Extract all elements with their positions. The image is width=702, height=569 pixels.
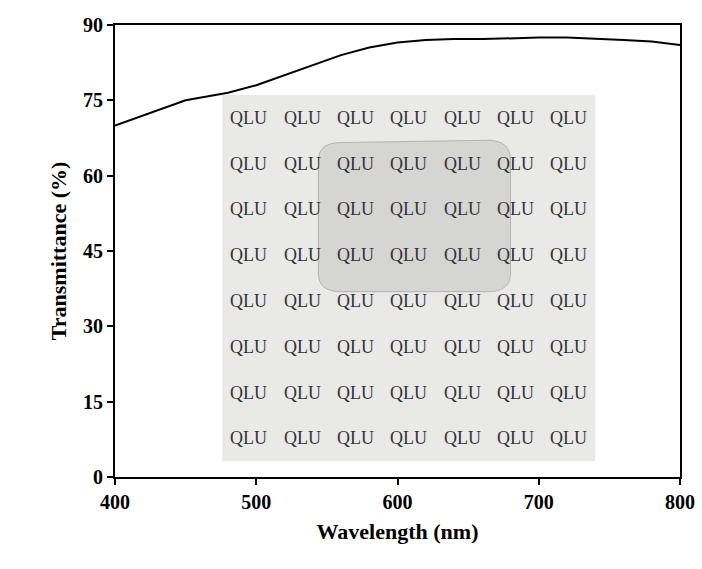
svg-text:700: 700 (524, 491, 554, 513)
svg-text:QLU: QLU (444, 337, 481, 357)
svg-text:QLU: QLU (337, 428, 374, 448)
svg-text:QLU: QLU (284, 383, 321, 403)
svg-text:QLU: QLU (284, 291, 321, 311)
svg-text:QLU: QLU (284, 428, 321, 448)
svg-text:75: 75 (83, 89, 103, 111)
svg-text:45: 45 (83, 240, 103, 262)
svg-text:QLU: QLU (497, 108, 534, 128)
svg-text:QLU: QLU (337, 108, 374, 128)
svg-text:QLU: QLU (337, 154, 374, 174)
svg-text:30: 30 (83, 315, 103, 337)
svg-text:QLU: QLU (390, 199, 427, 219)
svg-text:500: 500 (241, 491, 271, 513)
svg-text:QLU: QLU (284, 199, 321, 219)
svg-text:QLU: QLU (230, 199, 267, 219)
svg-text:QLU: QLU (390, 428, 427, 448)
svg-text:QLU: QLU (497, 245, 534, 265)
svg-text:90: 90 (83, 14, 103, 36)
svg-text:QLU: QLU (337, 337, 374, 357)
svg-text:Transmittance (%): Transmittance (%) (46, 162, 71, 341)
svg-text:400: 400 (100, 491, 130, 513)
svg-text:QLU: QLU (497, 199, 534, 219)
svg-text:15: 15 (83, 391, 103, 413)
svg-text:QLU: QLU (390, 383, 427, 403)
svg-text:QLU: QLU (550, 199, 587, 219)
svg-text:QLU: QLU (497, 291, 534, 311)
svg-text:QLU: QLU (497, 154, 534, 174)
svg-text:QLU: QLU (550, 245, 587, 265)
svg-text:QLU: QLU (390, 291, 427, 311)
svg-text:QLU: QLU (390, 337, 427, 357)
svg-text:QLU: QLU (550, 291, 587, 311)
svg-text:QLU: QLU (230, 154, 267, 174)
svg-text:QLU: QLU (337, 291, 374, 311)
svg-text:QLU: QLU (337, 245, 374, 265)
svg-text:QLU: QLU (444, 383, 481, 403)
svg-text:QLU: QLU (337, 383, 374, 403)
svg-text:QLU: QLU (444, 199, 481, 219)
svg-text:0: 0 (93, 466, 103, 488)
svg-text:QLU: QLU (497, 383, 534, 403)
svg-text:QLU: QLU (284, 245, 321, 265)
svg-text:QLU: QLU (444, 154, 481, 174)
svg-text:QLU: QLU (230, 337, 267, 357)
svg-text:QLU: QLU (444, 245, 481, 265)
svg-text:60: 60 (83, 165, 103, 187)
svg-text:QLU: QLU (444, 291, 481, 311)
svg-text:QLU: QLU (390, 245, 427, 265)
svg-text:QLU: QLU (390, 108, 427, 128)
svg-text:QLU: QLU (444, 428, 481, 448)
svg-text:QLU: QLU (337, 199, 374, 219)
svg-text:QLU: QLU (284, 154, 321, 174)
svg-text:QLU: QLU (230, 108, 267, 128)
svg-text:QLU: QLU (550, 337, 587, 357)
svg-text:Wavelength (nm): Wavelength (nm) (317, 519, 479, 544)
svg-text:QLU: QLU (284, 337, 321, 357)
svg-text:800: 800 (665, 491, 695, 513)
svg-text:QLU: QLU (550, 428, 587, 448)
svg-text:QLU: QLU (230, 428, 267, 448)
svg-text:QLU: QLU (550, 108, 587, 128)
svg-text:QLU: QLU (390, 154, 427, 174)
svg-text:QLU: QLU (550, 154, 587, 174)
svg-text:QLU: QLU (230, 383, 267, 403)
svg-text:QLU: QLU (444, 108, 481, 128)
svg-text:QLU: QLU (284, 108, 321, 128)
svg-text:QLU: QLU (230, 245, 267, 265)
svg-text:600: 600 (383, 491, 413, 513)
svg-text:QLU: QLU (550, 383, 587, 403)
svg-text:QLU: QLU (230, 291, 267, 311)
svg-text:QLU: QLU (497, 428, 534, 448)
svg-text:QLU: QLU (497, 337, 534, 357)
